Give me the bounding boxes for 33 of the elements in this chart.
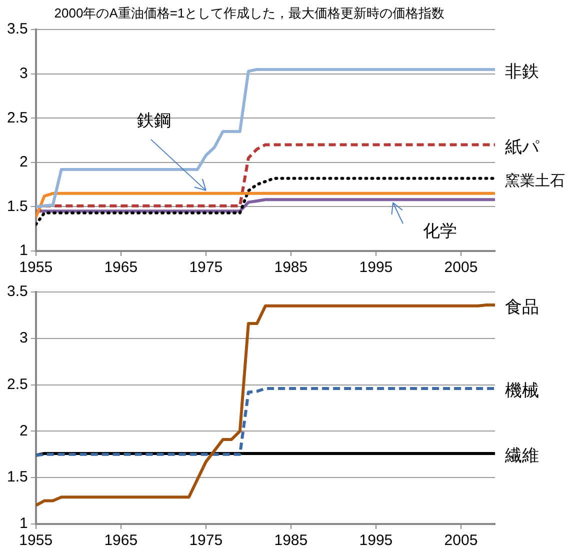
x-tick-label: 1975 [189,259,223,276]
y-tick-label: 3 [20,65,28,82]
x-tick-label: 1985 [274,532,308,550]
x-tick-label: 1985 [274,259,308,276]
x-tick-label: 2005 [444,259,478,276]
y-tick-label: 2.5 [6,109,28,126]
x-tick-label: 1975 [189,532,223,550]
series-label: 機械 [505,381,539,400]
y-tick-label: 3.5 [6,283,28,300]
x-tick-label: 1995 [359,532,393,550]
y-tick-label: 1.5 [6,198,28,215]
series-label: 食品 [505,298,539,317]
y-tick-label: 2 [20,154,28,171]
y-tick-label: 2 [20,422,28,440]
y-tick-label: 1.5 [6,468,28,486]
series-label: 窯業土石 [505,172,565,190]
y-tick-label: 3 [20,330,28,347]
x-tick-label: 1995 [359,259,393,276]
y-tick-label: 1 [20,242,28,260]
x-tick-label: 2005 [444,532,478,550]
x-tick-label: 1965 [104,259,138,276]
annotation: 化学 [422,221,457,240]
y-tick-label: 1 [20,515,28,532]
y-tick-label: 3.5 [6,20,28,38]
series-label: 繊維 [504,446,539,466]
series-label: 紙パ [505,137,540,156]
x-tick-label: 1955 [19,259,53,276]
y-tick-label: 2.5 [6,376,28,393]
series-label: 非鉄 [505,62,539,82]
annotation: 鉄鋼 [136,111,171,130]
x-tick-label: 1965 [104,532,138,550]
chart-title: 2000年のA重油価格=1として作成した，最大価格更新時の価格指数 [54,5,445,20]
x-tick-label: 1955 [19,532,53,550]
